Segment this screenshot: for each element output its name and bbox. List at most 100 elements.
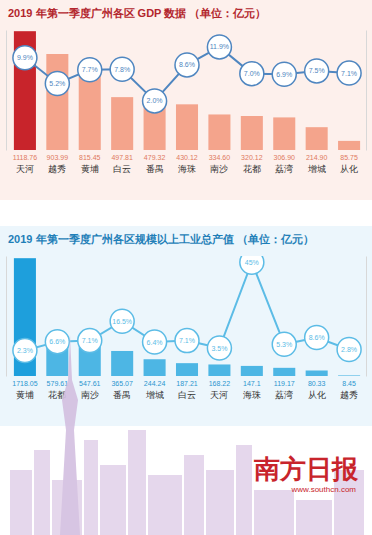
y2-axis <box>366 257 367 377</box>
y2-axis-line <box>366 31 367 151</box>
line-value-label: 8.6% <box>179 61 195 68</box>
x-tick: 从化 <box>308 376 326 400</box>
x-tick: 天河 <box>16 150 34 174</box>
bar-value-label: 497.81 <box>111 154 133 161</box>
x-tick-label: 增城 <box>145 390 164 400</box>
bar-value-label: 85.75 <box>340 154 358 161</box>
line-marker <box>175 329 199 353</box>
bar-value-label: 365.07 <box>111 380 133 387</box>
line-marker <box>13 339 37 363</box>
x-tick: 白云 <box>178 376 196 400</box>
x-tick: 越秀 <box>340 376 358 400</box>
skyline-building <box>10 470 32 535</box>
y-axis <box>6 31 7 151</box>
line-marker <box>207 336 231 360</box>
y-axis <box>6 257 7 377</box>
line-marker <box>272 62 296 86</box>
x-tick-label: 海珠 <box>243 390 261 400</box>
bar <box>208 364 230 376</box>
bar <box>111 351 133 376</box>
line-value-label: 7.1% <box>341 70 357 77</box>
chart-title: 2019 年第一季度广州各区 GDP 数据 （单位：亿元） <box>8 7 266 20</box>
skyline-building <box>128 430 146 535</box>
bar <box>176 104 198 150</box>
x-tick: 增城 <box>145 376 164 400</box>
skyline-building <box>100 465 126 535</box>
panel-background <box>0 226 372 426</box>
line-value-label: 7.0% <box>244 70 260 77</box>
line-value-label: 7.1% <box>82 337 98 344</box>
line-value-label: 7.1% <box>179 337 195 344</box>
bar-value-label: 168.22 <box>209 380 231 387</box>
plot-marks <box>13 31 361 150</box>
bar <box>46 336 68 376</box>
x-tick: 从化 <box>340 150 358 174</box>
x-tick: 海珠 <box>178 150 196 174</box>
x-tick: 海珠 <box>243 376 261 400</box>
bar <box>14 31 36 150</box>
bar <box>338 141 360 150</box>
bar-value-label: 320.12 <box>241 154 263 161</box>
line-value-label: 16.5% <box>112 318 132 325</box>
x-tick-label: 黄埔 <box>81 164 99 174</box>
x-tick-label: 越秀 <box>340 390 358 400</box>
bar-value-label: 815.45 <box>79 154 101 161</box>
x-tick: 南沙 <box>210 150 228 174</box>
chart-title: 2019 年第一季度广州各区规模以上工业总产值 （单位：亿元） <box>8 233 314 246</box>
line-marker <box>175 53 199 77</box>
x-tick-label: 荔湾 <box>275 390 293 400</box>
line-marker <box>337 61 361 85</box>
bar-value-label: 147.1 <box>243 380 261 387</box>
x-tick: 南沙 <box>81 376 99 400</box>
bar <box>46 54 68 150</box>
bar-value-label: 479.32 <box>144 154 166 161</box>
x-tick: 花都 <box>243 150 261 174</box>
line <box>25 47 349 101</box>
skyline-building <box>148 475 182 535</box>
line-marker <box>45 330 69 354</box>
bar <box>111 97 133 150</box>
x-tick-label: 增城 <box>307 164 326 174</box>
line-value-label: 5.2% <box>49 80 65 87</box>
y2-axis-line <box>366 257 367 377</box>
line-value-label: 2.0% <box>147 97 163 104</box>
line-marker <box>45 71 69 95</box>
line-marker <box>272 332 296 356</box>
bar-value-label: 214.90 <box>306 154 328 161</box>
plot-texts: 1718.05579.61547.61365.07244.24187.21168… <box>12 259 357 387</box>
bar <box>273 117 295 150</box>
line-marker <box>110 57 134 81</box>
x-tick: 荔湾 <box>275 376 293 400</box>
line-value-label: 3.5% <box>211 345 227 352</box>
skyline-building <box>184 455 204 535</box>
plot-marks <box>13 256 361 376</box>
x-tick: 番禺 <box>146 150 164 174</box>
line-value-label: 6.4% <box>147 339 163 346</box>
x-tick: 白云 <box>113 150 131 174</box>
line-value-label: 6.9% <box>276 71 292 78</box>
line-marker <box>13 46 37 70</box>
plot-texts: 1118.76903.99815.45497.81479.32430.12334… <box>13 43 358 161</box>
line-marker <box>207 35 231 59</box>
bar <box>176 363 198 376</box>
x-tick-label: 花都 <box>243 164 261 174</box>
line-value-label: 2.3% <box>17 347 33 354</box>
bar <box>306 127 328 150</box>
skyline-building <box>236 445 252 535</box>
skyline-building <box>206 470 234 535</box>
line-marker <box>240 62 264 86</box>
bar-value-label: 547.61 <box>79 380 101 387</box>
x-tick-label: 白云 <box>113 164 131 174</box>
chart-1: 2019 年第一季度广州各区规模以上工业总产值 （单位：亿元）1718.0557… <box>0 226 372 426</box>
bar-value-label: 579.61 <box>47 380 69 387</box>
bar-value-label: 8.45 <box>342 380 356 387</box>
x-tick: 黄埔 <box>81 150 99 174</box>
bar <box>273 368 295 376</box>
bar <box>14 258 36 376</box>
skyline-building <box>84 440 98 535</box>
bar-value-label: 1118.76 <box>13 154 37 161</box>
brand-url: www.southcn.com <box>291 485 357 494</box>
skyline-building <box>296 500 332 535</box>
x-tick-label: 番禺 <box>113 390 131 400</box>
bar-value-label: 187.21 <box>176 380 198 387</box>
